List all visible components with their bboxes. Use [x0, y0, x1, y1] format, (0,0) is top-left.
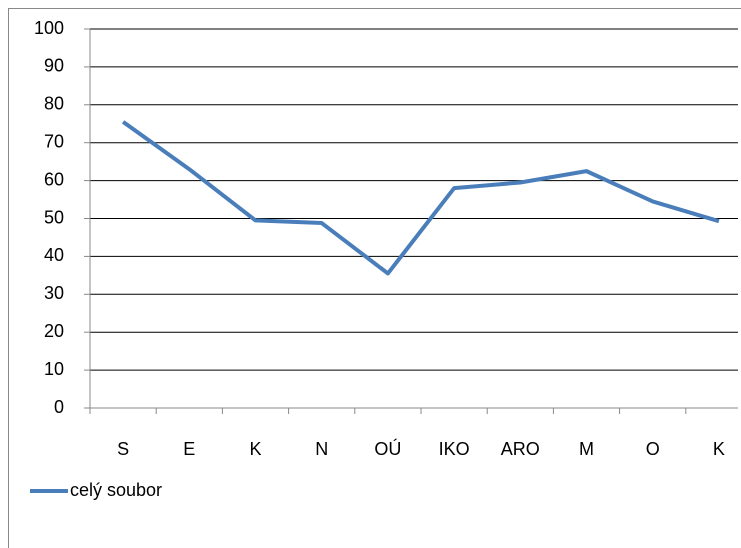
x-tick-label: O [646, 439, 660, 459]
y-tick-label: 60 [44, 169, 64, 189]
line-series [121, 120, 720, 276]
y-tick-label: 10 [44, 359, 64, 379]
x-tick-label: IKO [439, 439, 470, 459]
y-tick-label: 100 [34, 18, 64, 38]
x-tick-label: S [117, 439, 129, 459]
y-tick-label: 70 [44, 131, 64, 151]
y-tick-label: 30 [44, 283, 64, 303]
y-tick-label: 0 [54, 397, 64, 417]
y-tick-label: 20 [44, 321, 64, 341]
x-tick-label: N [315, 439, 328, 459]
x-tick-label: OÚ [374, 438, 401, 459]
chart-border [8, 8, 741, 548]
legend-label: celý soubor [70, 480, 162, 500]
y-tick-label: 90 [44, 56, 64, 76]
x-tick-label: K [713, 439, 725, 459]
x-tick-label: K [249, 439, 261, 459]
x-tick-label: ARO [501, 439, 540, 459]
x-tick-label: M [579, 439, 594, 459]
x-tick-label: E [183, 439, 195, 459]
y-tick-label: 80 [44, 94, 64, 114]
y-tick-label: 40 [44, 245, 64, 265]
y-tick-label: 50 [44, 207, 64, 227]
